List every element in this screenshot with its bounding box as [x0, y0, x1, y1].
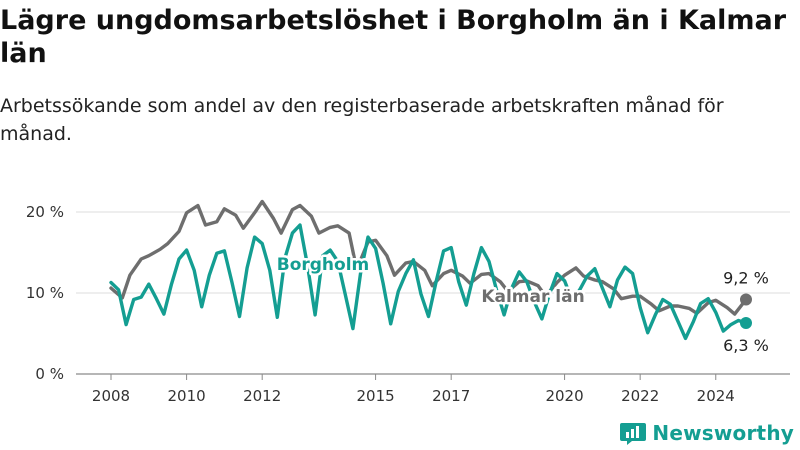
y-tick-label: 0 %: [35, 365, 64, 383]
x-tick-label: 2012: [243, 387, 281, 405]
x-tick-label: 2015: [356, 387, 394, 405]
end-point-borgholm: [740, 316, 752, 329]
end-value-label-kalmar-l-n: 9,2 %: [723, 268, 769, 287]
x-tick-label: 2008: [92, 387, 130, 405]
x-tick-label: 2022: [621, 387, 659, 405]
end-point-kalmar-l-n: [740, 293, 752, 306]
x-axis: 2008 2010 2012 2015 2017 2020 2022 2024: [92, 374, 735, 405]
series-label-kalmar-l-n: Kalmar län: [481, 287, 584, 307]
bar-chart-icon: [620, 423, 647, 445]
chart-subtitle: Arbetssökande som andel av den registerb…: [0, 95, 724, 145]
series-lines: [109, 199, 752, 341]
series-line-borgholm: [109, 223, 748, 341]
end-value-label-borgholm: 6,3 %: [723, 336, 769, 355]
series-labels: 9,2 % Kalmar län 6,3 % Borgholm: [274, 253, 769, 355]
y-tick-label: 20 %: [26, 203, 64, 221]
series-label-borgholm: Borgholm: [277, 255, 370, 275]
x-tick-label: 2017: [432, 387, 470, 405]
grid-lines: 0 % 10 % 20 %: [26, 203, 790, 383]
series-line-kalmar-l-n: [109, 199, 748, 316]
newsworthy-logo: Newsworthy: [620, 420, 794, 446]
x-tick-label: 2020: [545, 387, 583, 405]
x-tick-label: 2010: [168, 387, 206, 405]
y-tick-label: 10 %: [26, 284, 64, 302]
x-tick-label: 2024: [697, 387, 735, 405]
brand-name: Newsworthy: [652, 421, 794, 445]
chart-title: Lägre ungdomsarbetslöshet i Borgholm än …: [0, 5, 787, 69]
